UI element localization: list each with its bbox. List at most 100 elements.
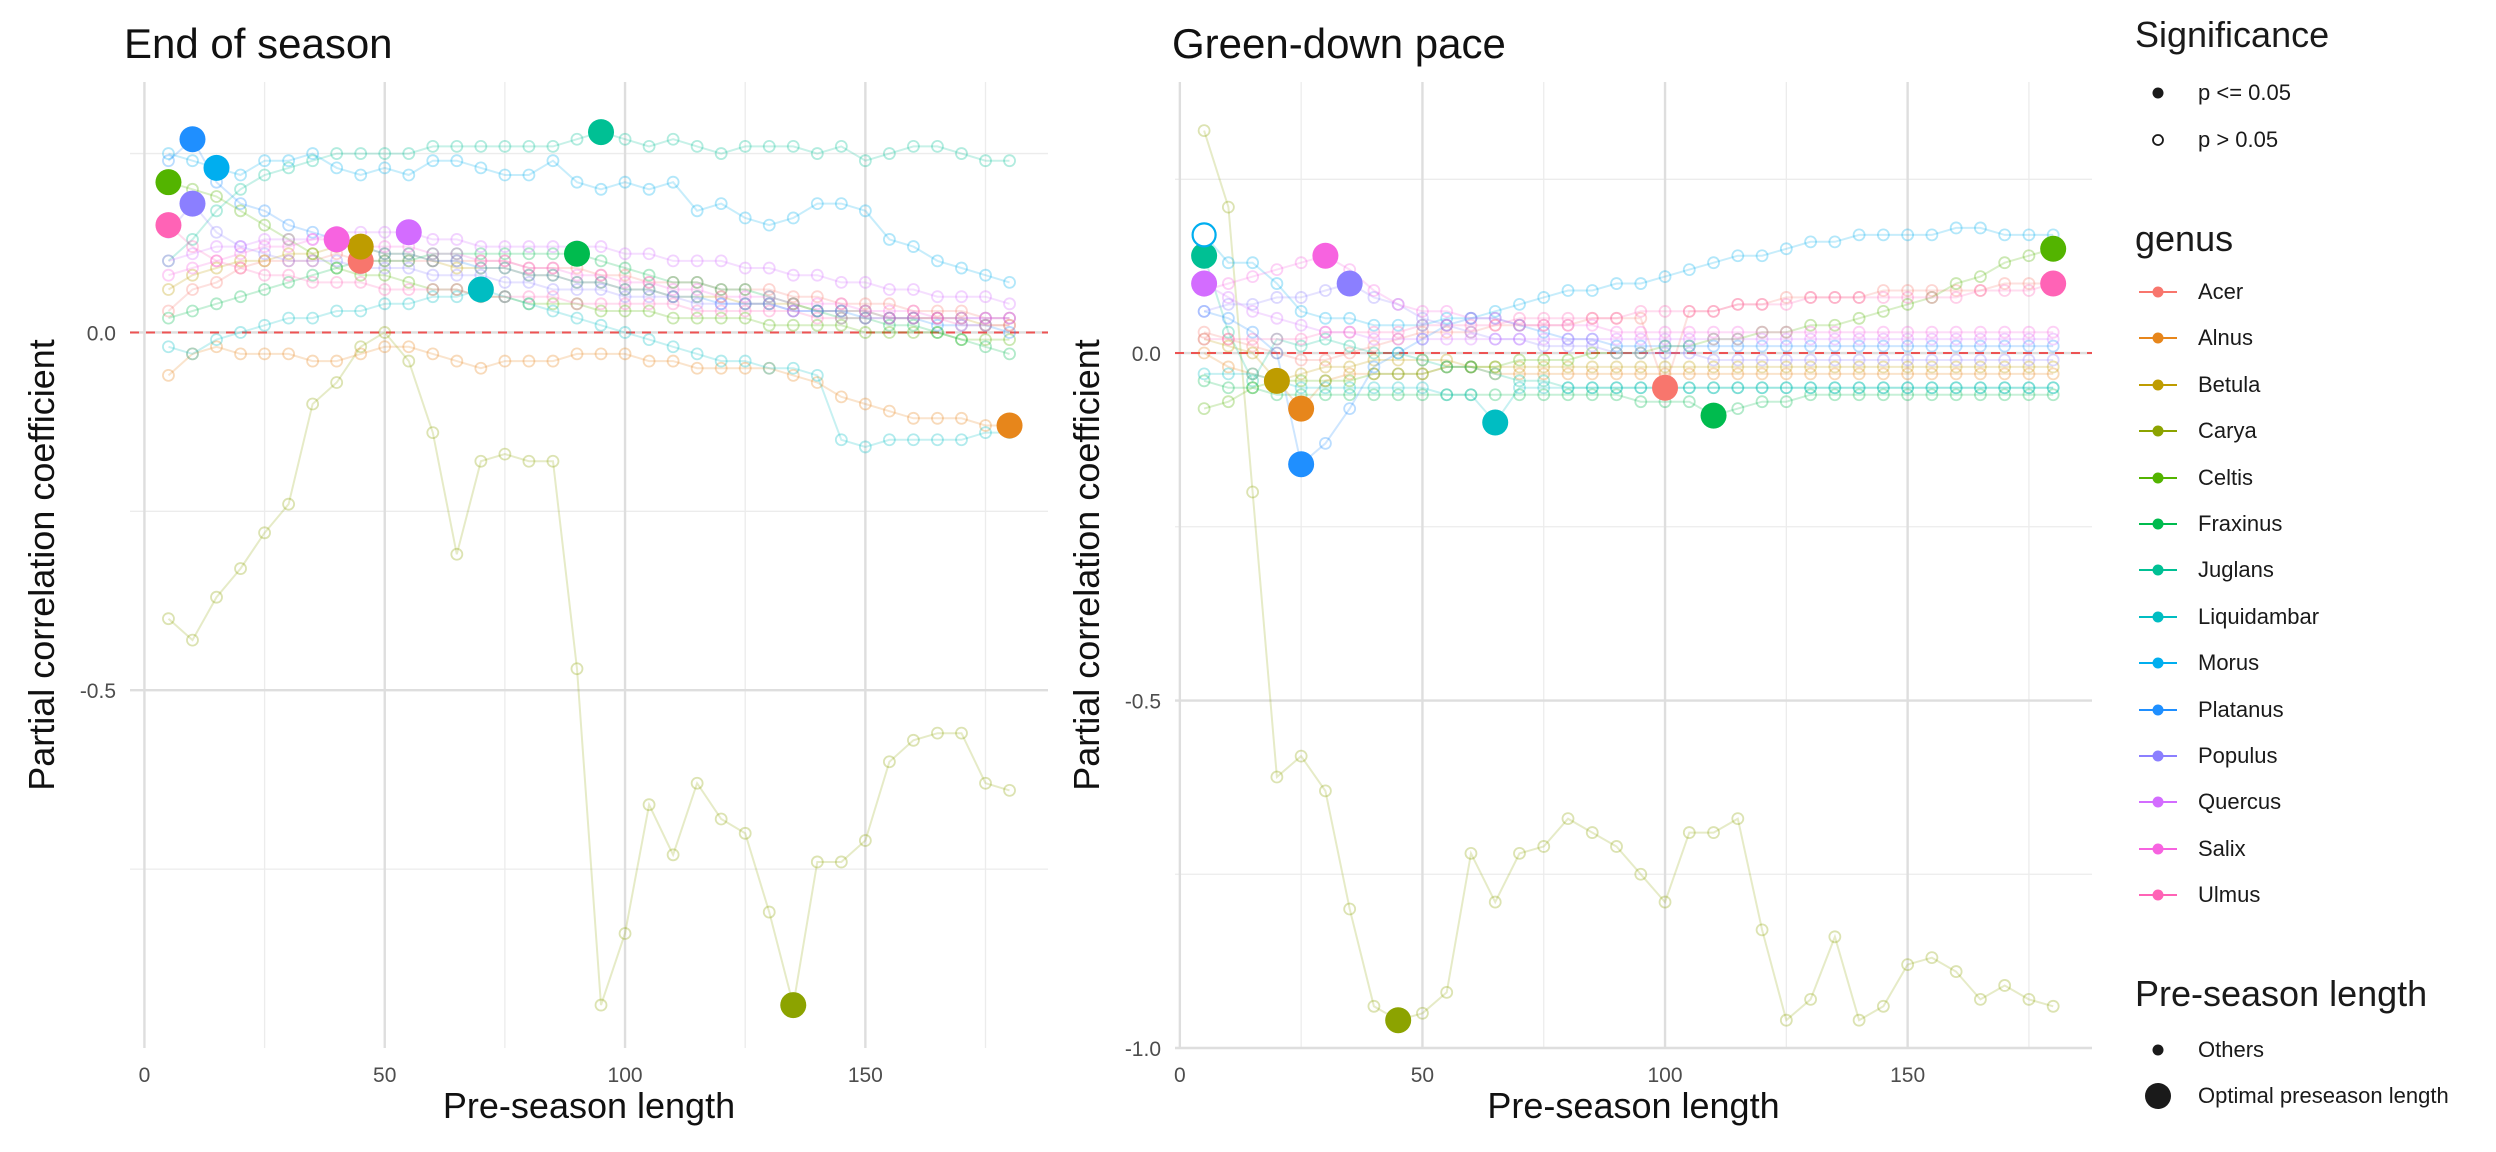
data-point (546, 290, 560, 304)
series-line (167, 345, 1010, 427)
data-point (979, 154, 992, 168)
large-dot-icon (2145, 1083, 2171, 1109)
data-point (666, 275, 680, 289)
data-point (306, 247, 320, 261)
data-point (907, 318, 920, 332)
data-point (402, 147, 416, 160)
data-point (234, 261, 247, 275)
data-point (1658, 339, 1672, 353)
y-tick-label: -0.5 (1125, 691, 1161, 714)
data-point (1828, 235, 1842, 249)
data-point (1367, 332, 1381, 346)
optimal-point-betula (347, 233, 374, 260)
data-point (186, 261, 199, 275)
data-point (402, 354, 416, 368)
data-point (1998, 360, 2012, 374)
data-point (282, 254, 296, 268)
data-point (1270, 263, 1284, 277)
data-point (1464, 325, 1478, 339)
data-point (858, 440, 872, 454)
data-point (1852, 291, 1866, 304)
data-point (1707, 381, 1720, 395)
data-point (1852, 228, 1866, 242)
data-point (498, 261, 512, 275)
legend-label: Fraxinus (2198, 511, 2283, 536)
data-point (1901, 381, 1915, 395)
data-point (1901, 353, 1915, 367)
data-point (354, 168, 368, 182)
series-platanus (162, 137, 1016, 339)
data-point (186, 247, 199, 261)
data-point (1925, 284, 1939, 297)
data-point (1852, 339, 1866, 353)
data-point (1585, 284, 1599, 297)
data-point (955, 147, 968, 160)
data-point (1828, 930, 1842, 944)
data-point (955, 311, 968, 325)
series-line (168, 238, 1010, 320)
data-point (810, 197, 824, 211)
data-point (642, 290, 656, 304)
series-liquidambar (162, 288, 1016, 454)
data-point (762, 290, 776, 304)
data-point (1585, 318, 1599, 332)
data-point (1779, 367, 1793, 381)
legend-panel: Significance p <= 0.05 p > 0.05 genus Ac… (2135, 0, 2495, 1152)
data-point (1464, 847, 1478, 860)
data-point (162, 154, 175, 168)
data-point (258, 233, 271, 246)
data-point (1828, 318, 1842, 332)
data-point (738, 297, 752, 311)
data-point (666, 340, 680, 354)
data-point (1464, 360, 1478, 374)
data-point (738, 311, 752, 325)
data-point (1221, 256, 1235, 270)
data-point (1949, 381, 1963, 395)
data-point (882, 304, 896, 318)
optimal-point-fraxinus (1700, 402, 1727, 429)
data-point (234, 197, 247, 211)
data-point (186, 347, 199, 361)
data-point (690, 254, 704, 268)
data-point (1731, 332, 1745, 346)
data-point (570, 275, 584, 289)
x-tick-label: 0 (1174, 1064, 1186, 1087)
data-point (306, 225, 320, 239)
data-point (594, 268, 608, 282)
data-point (762, 139, 776, 153)
data-point (1634, 277, 1648, 290)
data-point (330, 261, 344, 275)
data-point (354, 147, 368, 160)
data-point (1319, 374, 1332, 388)
legend-item-not-significant: p > 0.05 (2135, 120, 2495, 160)
data-point (1440, 332, 1454, 346)
data-point (1464, 360, 1478, 374)
data-point (450, 290, 464, 304)
data-point (186, 240, 199, 253)
data-point (931, 311, 944, 325)
data-point (402, 247, 416, 261)
data-point (1416, 353, 1429, 367)
data-point (1319, 311, 1332, 325)
data-point (882, 311, 896, 325)
series-line (1203, 254, 2054, 334)
data-point (1513, 381, 1526, 395)
series-line (1203, 282, 2054, 341)
data-point (1440, 353, 1454, 367)
data-point (810, 304, 824, 318)
data-point (234, 240, 247, 253)
data-point (1755, 395, 1769, 409)
data-point (1221, 200, 1235, 214)
data-point (1925, 388, 1939, 402)
data-point (1003, 347, 1016, 361)
data-point (834, 297, 848, 311)
data-point (474, 247, 488, 261)
data-point (546, 139, 560, 153)
data-point (1561, 367, 1575, 381)
data-point (354, 340, 368, 354)
data-point (642, 304, 656, 318)
data-point (1925, 353, 1939, 367)
data-point (1513, 332, 1526, 346)
series-quercus (162, 225, 1016, 311)
data-point (1634, 867, 1648, 881)
